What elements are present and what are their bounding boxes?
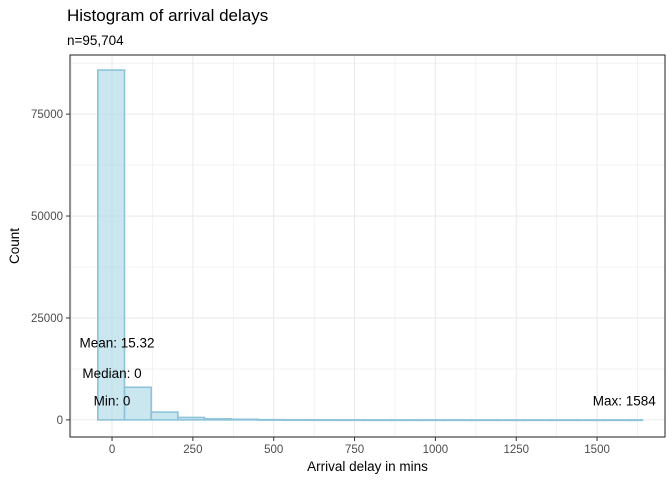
x-tick-label: 500 xyxy=(264,444,283,456)
histogram-bar xyxy=(523,419,553,422)
histogram-bar xyxy=(550,419,579,422)
panel-border xyxy=(69,54,666,438)
plot-panel xyxy=(70,55,665,437)
histogram-bar xyxy=(257,418,286,421)
x-tick-label: 750 xyxy=(345,444,364,456)
chart-title: Histogram of arrival delays xyxy=(67,6,269,25)
histogram-bar xyxy=(177,416,206,421)
y-tick-label: 0 xyxy=(57,415,63,427)
x-axis-title: Arrival delay in mins xyxy=(307,459,428,474)
stat-annotation: Median: 0 xyxy=(82,366,141,381)
y-axis-title: Count xyxy=(7,228,22,264)
histogram-bar xyxy=(203,418,232,421)
x-tick-label: 1250 xyxy=(503,444,529,456)
stat-annotation: Min: 0 xyxy=(94,394,131,409)
histogram-bar xyxy=(230,418,259,421)
x-tick-label: 1000 xyxy=(423,444,449,456)
histogram-bar xyxy=(497,419,526,422)
histogram-bar xyxy=(630,419,644,422)
histogram-bar xyxy=(603,419,633,422)
histogram-bar xyxy=(417,419,446,422)
y-tick-label: 75000 xyxy=(31,109,63,121)
stat-annotation: Max: 1584 xyxy=(593,394,657,409)
x-tick-label: 1500 xyxy=(584,444,610,456)
histogram-bar xyxy=(310,418,339,422)
histogram-bar xyxy=(97,69,126,421)
histogram-bar xyxy=(470,419,499,422)
histogram-bar xyxy=(443,419,473,422)
histogram-bar xyxy=(337,419,366,422)
stat-annotation: Mean: 15.32 xyxy=(79,335,154,350)
histogram-bar xyxy=(150,411,179,421)
histogram-bar xyxy=(283,418,313,422)
x-tick-label: 0 xyxy=(109,444,115,456)
y-tick-label: 25000 xyxy=(31,313,63,325)
chart-subtitle: n=95,704 xyxy=(67,33,124,48)
histogram-bar xyxy=(363,419,393,422)
y-tick-label: 50000 xyxy=(31,211,63,223)
histogram-bar xyxy=(577,419,606,422)
histogram-bar xyxy=(123,386,152,421)
x-tick-label: 250 xyxy=(183,444,202,456)
histogram-bar xyxy=(390,419,419,422)
